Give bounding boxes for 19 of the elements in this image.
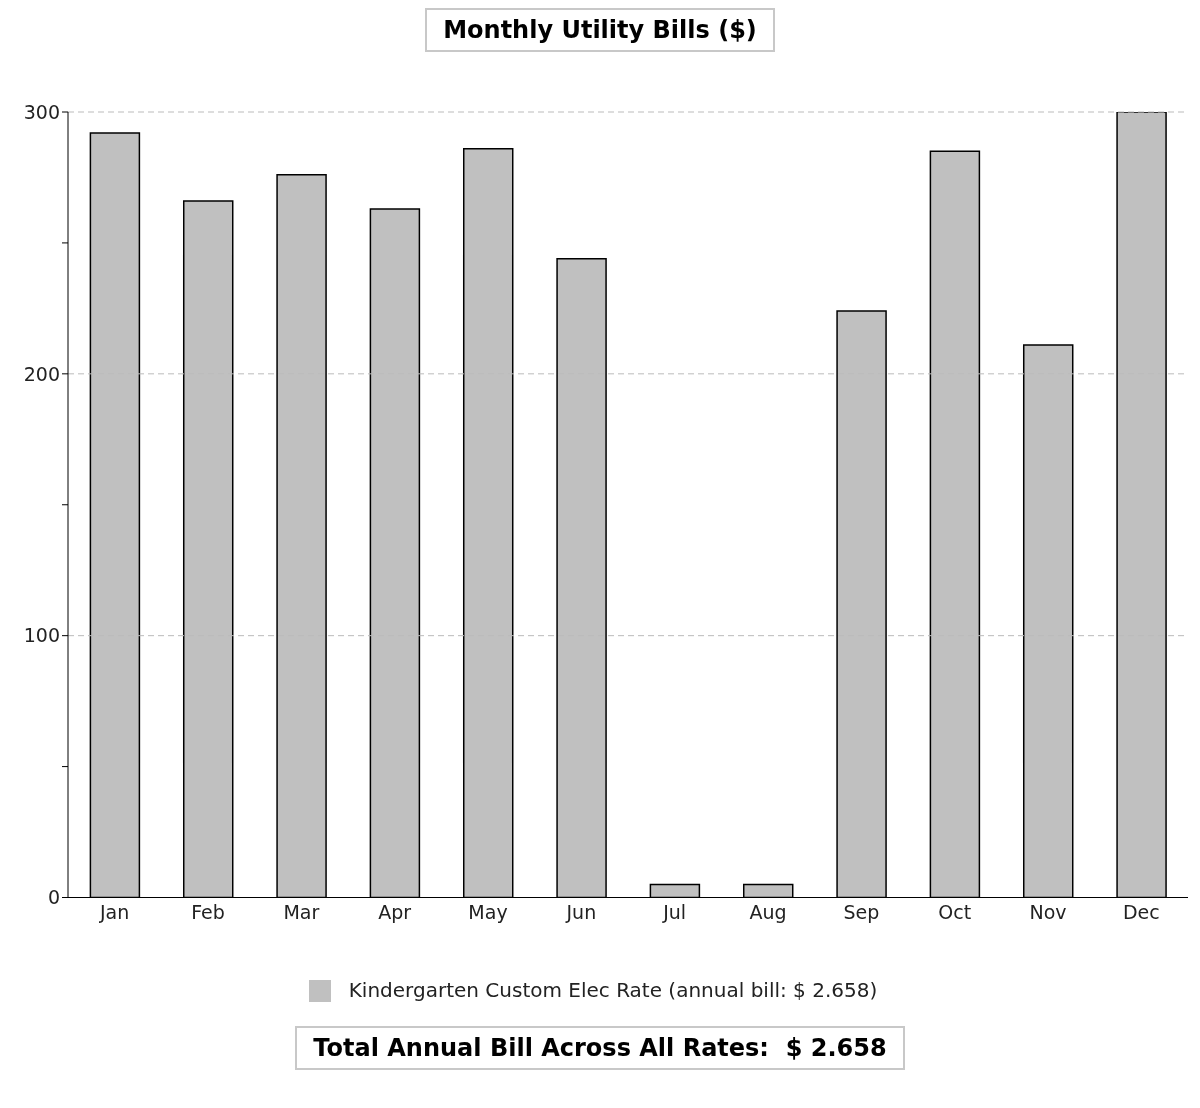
y-tick-label: 200 (23, 362, 60, 385)
y-tick-label: 100 (23, 624, 60, 647)
x-tick-label: Mar (283, 900, 320, 923)
x-tick-label: Jun (565, 900, 597, 923)
x-tick-label: Dec (1122, 900, 1160, 923)
x-tick-label: Apr (378, 900, 412, 923)
y-tick-label: 300 (23, 100, 60, 123)
x-tick-label: Feb (191, 900, 225, 923)
legend-label: Kindergarten Custom Elec Rate (annual bill: $ 2.658) (348, 977, 878, 1002)
x-tick-label: Jul (662, 900, 687, 923)
x-tick-label: Oct (938, 900, 972, 923)
y-tick-label: 0 (47, 886, 60, 909)
x-tick-label: Nov (1029, 900, 1067, 923)
x-tick-label: Jan (99, 900, 130, 923)
x-tick-label: Aug (749, 900, 787, 923)
text: Total Annual Bill Across All Rates: $ 2.658 (295, 1026, 905, 1070)
x-tick-label: Sep (843, 900, 880, 923)
x-tick-label: May (468, 900, 508, 923)
chart-title: Monthly Utility Bills ($) (425, 8, 775, 52)
